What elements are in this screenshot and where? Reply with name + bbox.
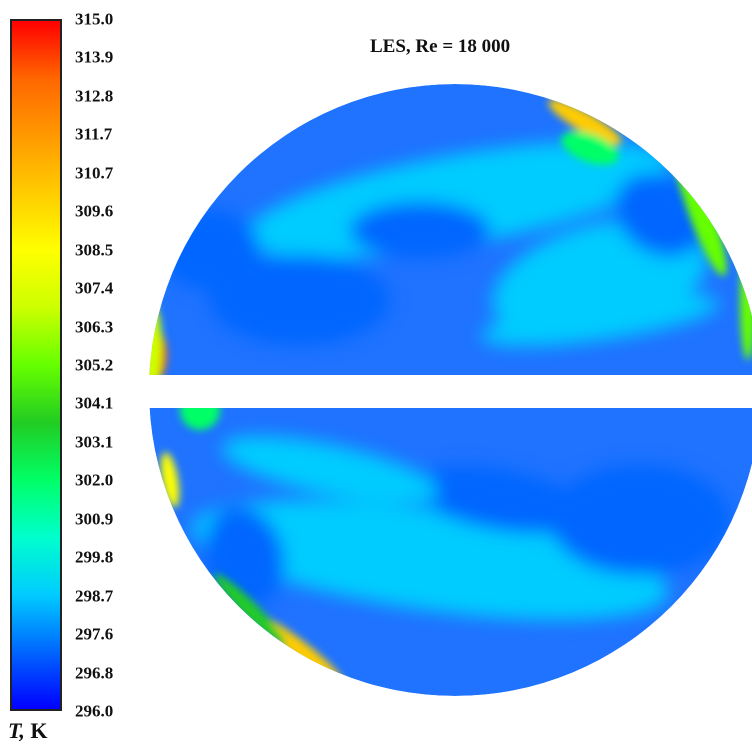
- colorbar-tick-label: 310.7: [75, 163, 114, 183]
- colorbar-tick-label: 298.7: [75, 586, 114, 606]
- field-region: [222, 436, 438, 504]
- colorbar-tick-label: 297.6: [75, 624, 114, 644]
- mid-plane-gap: [148, 375, 752, 408]
- colorbar-tick-label: 312.8: [75, 86, 114, 106]
- field-region: [481, 294, 719, 346]
- colorbar-tick-label: 313.9: [75, 47, 114, 67]
- colorbar-tick-label: 307.4: [75, 278, 114, 298]
- colorbar-tick-label: 308.5: [75, 240, 114, 260]
- wall-hot-spot: [214, 574, 286, 646]
- colorbar-tick-label: 303.1: [75, 432, 114, 452]
- colorbar-tick-label: 311.7: [75, 124, 113, 144]
- colorbar-unit: K: [30, 718, 48, 743]
- colorbar-tick-label: 315.0: [75, 9, 114, 29]
- colorbar-symbol: T,: [8, 718, 25, 743]
- colorbar-tick-label: 305.2: [75, 355, 114, 375]
- colorbar-tick-label: 302.0: [75, 470, 114, 490]
- colorbar-tick-label: 304.1: [75, 393, 114, 413]
- colorbar-tick-label: 299.8: [75, 547, 114, 567]
- colorbar-label: T, K: [8, 718, 48, 744]
- wall-hot-spot: [561, 131, 619, 165]
- colorbar: [10, 19, 62, 711]
- colorbar-tick-label: 300.9: [75, 509, 114, 529]
- wall-hot-spot: [548, 99, 622, 145]
- field-region: [350, 202, 490, 258]
- colorbar-tick-label: 296.0: [75, 701, 114, 721]
- field-region: [192, 500, 668, 620]
- wall-hot-spot: [149, 303, 162, 387]
- field-region: [160, 210, 260, 290]
- colorbar-tick-label: 306.3: [75, 317, 114, 337]
- chart-title: LES, Re = 18 000: [370, 36, 511, 57]
- field-region: [210, 255, 390, 345]
- colorbar-tick-label: 296.8: [75, 663, 114, 683]
- field-region: [411, 466, 589, 534]
- field-region: [550, 465, 730, 575]
- colorbar-tick-label: 309.6: [75, 201, 114, 221]
